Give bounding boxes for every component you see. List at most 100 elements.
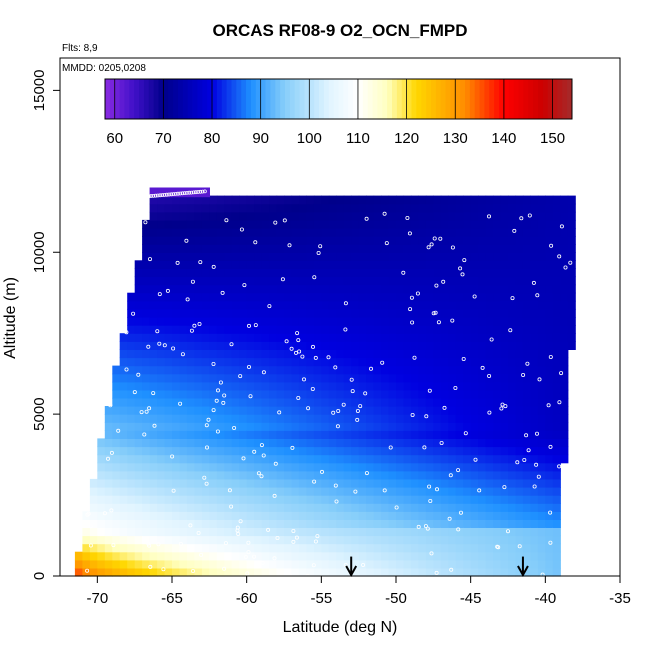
heat-cell <box>440 349 449 359</box>
heat-cell <box>403 511 412 520</box>
heat-cell <box>485 519 494 528</box>
heat-cell <box>381 244 390 253</box>
heat-cell <box>328 244 337 253</box>
heat-cell <box>284 559 293 569</box>
heat-cell <box>164 357 173 367</box>
heat-cell <box>172 333 181 342</box>
sample-marker <box>517 544 522 549</box>
heat-cell <box>164 414 173 423</box>
heat-cell <box>515 487 524 496</box>
heat-cell <box>201 228 210 237</box>
heat-cell <box>388 389 397 399</box>
heat-cell <box>201 543 210 553</box>
heat-cell <box>425 430 434 439</box>
heat-cell <box>493 260 502 269</box>
heat-cell <box>470 211 479 221</box>
heat-cell <box>127 511 136 520</box>
heat-cell <box>291 430 300 439</box>
heat-cell <box>545 325 554 334</box>
heat-cell <box>246 470 255 480</box>
heat-cell <box>343 341 352 350</box>
heat-cell <box>373 389 382 399</box>
heat-cell <box>403 397 412 407</box>
heat-cell <box>403 195 412 205</box>
heat-cell <box>239 317 248 326</box>
heat-cell <box>463 519 472 528</box>
heat-cell <box>254 203 263 213</box>
heat-cell <box>239 527 248 537</box>
heat-cell <box>537 252 546 261</box>
heat-cell <box>515 406 524 415</box>
colorbar-segment <box>353 79 359 119</box>
heat-cell <box>172 276 181 286</box>
sample-marker <box>296 338 301 343</box>
heat-cell <box>261 373 270 383</box>
heat-cell <box>276 300 285 310</box>
heat-cell <box>261 543 270 553</box>
heat-cell <box>231 503 240 512</box>
heat-cell <box>530 446 539 456</box>
heat-cell <box>254 527 263 537</box>
heat-cell <box>231 389 240 399</box>
heat-cell <box>142 478 151 488</box>
heat-cell <box>127 357 136 367</box>
sample-marker <box>382 211 387 216</box>
heat-cell <box>164 195 173 205</box>
heat-cell <box>522 462 531 472</box>
heat-cell <box>313 381 322 391</box>
heat-cell <box>298 300 307 310</box>
heat-cell <box>410 551 419 561</box>
heat-cell <box>186 470 195 480</box>
heat-cell <box>224 519 233 528</box>
heat-cell <box>537 236 546 245</box>
colorbar-segment <box>319 79 325 119</box>
heat-cell <box>224 203 233 213</box>
heat-cell <box>470 503 479 512</box>
heat-cell <box>500 300 509 310</box>
heat-cell <box>306 519 315 528</box>
heat-cell <box>530 260 539 269</box>
heat-cell <box>186 292 195 302</box>
heat-cell <box>410 260 419 269</box>
heat-cell <box>298 284 307 294</box>
heat-cell <box>515 373 524 383</box>
heat-cell <box>493 487 502 496</box>
heat-cell <box>261 325 270 334</box>
heat-cell <box>336 325 345 334</box>
heat-cell <box>388 470 397 480</box>
y-tick-label: 0 <box>31 572 48 580</box>
heat-cell <box>179 300 188 310</box>
heat-cell <box>328 341 337 350</box>
heat-cell <box>194 317 203 326</box>
heat-cell <box>336 211 345 221</box>
heat-cell <box>254 503 263 512</box>
heat-cell <box>216 406 225 415</box>
heat-cell <box>537 462 546 472</box>
heat-cell <box>545 462 554 472</box>
heat-cell <box>493 519 502 528</box>
heat-cell <box>433 414 442 423</box>
sample-marker <box>169 192 174 197</box>
heat-cell <box>179 381 188 391</box>
sample-marker <box>287 243 292 248</box>
heat-cell <box>433 527 442 537</box>
heat-cell <box>306 454 315 464</box>
heat-cell <box>284 333 293 342</box>
heat-cell <box>224 511 233 520</box>
sample-marker <box>261 370 266 375</box>
heat-cell <box>336 414 345 423</box>
sample-marker <box>546 403 551 408</box>
heat-cell <box>216 381 225 391</box>
heat-cell <box>336 487 345 496</box>
heat-cell <box>537 454 546 464</box>
heat-cell <box>425 268 434 278</box>
sample-marker <box>326 355 331 360</box>
heat-cell <box>313 300 322 310</box>
heat-cell <box>186 503 195 512</box>
heat-cell <box>560 284 569 294</box>
heat-cell <box>127 446 136 456</box>
heat-cell <box>291 551 300 561</box>
heat-cell <box>149 317 158 326</box>
heat-cell <box>89 487 98 496</box>
heat-cell <box>209 365 218 375</box>
